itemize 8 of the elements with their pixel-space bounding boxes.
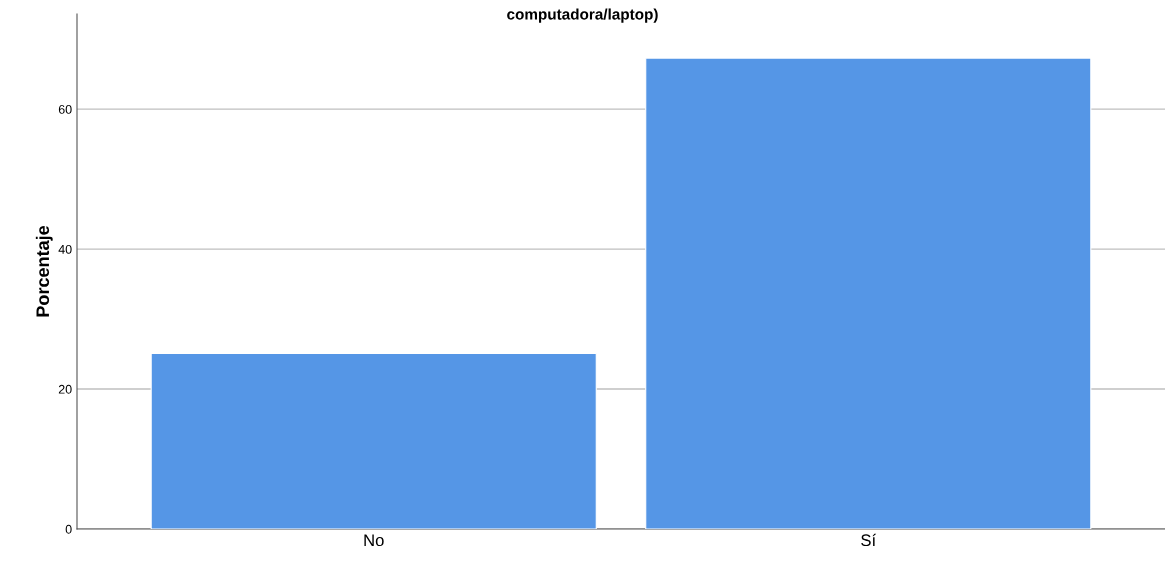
- y-tick-label: 40: [58, 244, 72, 254]
- x-tick-label: No: [364, 534, 384, 547]
- chart-title: computadora/laptop): [507, 8, 658, 23]
- y-tick-label: 20: [58, 384, 72, 394]
- x-tick-label: Sí: [861, 533, 877, 547]
- y-tick-label: 60: [58, 104, 72, 114]
- y-tick-label: 0: [65, 524, 72, 534]
- y-axis-title: Porcentaje: [35, 225, 53, 317]
